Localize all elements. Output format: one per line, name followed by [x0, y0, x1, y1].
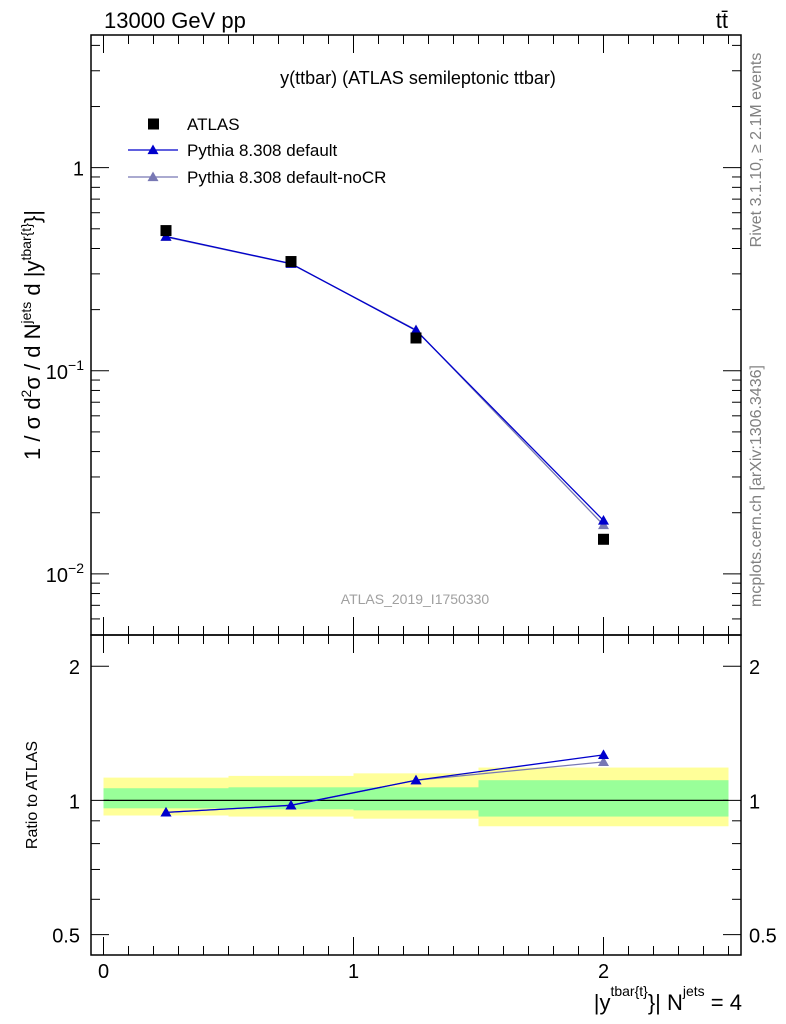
ratio-y-tick-label-right: 0.5 [749, 926, 777, 948]
mcplots-label: mcplots.cern.ch [arXiv:1306.3436] [748, 365, 765, 607]
ratio-band-green [103, 788, 229, 809]
ratio-y-tick-label-left: 0.5 [52, 926, 80, 948]
header-energy-label: 13000 GeV pp [104, 8, 246, 33]
ratio-y-tick-label-right: 2 [749, 657, 760, 679]
ratio-series [160, 749, 609, 817]
main-title: y(ttbar) (ATLAS semileptonic ttbar) [280, 68, 556, 88]
atlas-data-point [598, 533, 609, 545]
series-point-default [598, 515, 609, 525]
atlas-data-point [285, 256, 297, 268]
ratio-axis-ticks [91, 635, 741, 955]
series-point-default [410, 324, 422, 335]
x-axis-label: |ytbar{t}}| Njets = 4 [594, 983, 742, 1015]
main-panel: y(ttbar) (ATLAS semileptonic ttbar) ATLA… [18, 34, 742, 636]
legend-marker-atlas [148, 118, 159, 130]
main-axis-ticks [91, 35, 741, 636]
main-y-tick-label: 1 [73, 159, 84, 181]
ratio-band-green [228, 787, 354, 810]
ratio-point-nocr [598, 756, 609, 767]
ratio-point-default [285, 799, 297, 810]
legend-marker-triangle [147, 171, 159, 182]
main-series [160, 225, 609, 545]
main-y-tick-label-base: 10 [46, 362, 68, 384]
main-y-tick-label-base: 1 [73, 159, 84, 181]
ratio-point-default [598, 749, 609, 760]
analysis-watermark: ATLAS_2019_I1750330 [341, 591, 490, 607]
ratio-band-green [353, 787, 479, 811]
ratio-tick-labels: 0.5 0.5 1 1 2 2 0 1 2 [52, 657, 777, 983]
ratio-line-default [165, 754, 604, 814]
ratio-y-axis-label: Ratio to ATLAS [24, 741, 41, 849]
x-tick-label: 0 [98, 961, 109, 983]
main-y-tick-label: 10−1 [46, 357, 84, 384]
x-tick-label: 1 [348, 961, 359, 983]
x-tick-label: 2 [598, 961, 609, 983]
rivet-version-label: Rivet 3.1.10, ≥ 2.1M events [748, 53, 765, 248]
main-y-tick-label: 10−2 [46, 560, 84, 587]
ratio-panel: 0.5 0.5 1 1 2 2 0 1 2 Ratio to ATLAS [24, 634, 777, 983]
legend-label: Pythia 8.308 default-noCR [187, 168, 386, 187]
main-y-tick-label-exp: −1 [68, 357, 84, 373]
ratio-y-tick-label-left: 1 [69, 791, 80, 813]
legend-label: ATLAS [187, 115, 240, 134]
ratio-frame [90, 634, 742, 956]
atlas-data-point [410, 332, 422, 344]
legend-marker-triangle [147, 144, 159, 155]
ratio-point-default [160, 806, 172, 817]
atlas-data-point [160, 225, 172, 237]
ratio-y-tick-label-left: 2 [69, 657, 80, 679]
main-y-tick-label-exp: −2 [68, 560, 84, 576]
main-y-tick-label-base: 10 [46, 565, 68, 587]
ratio-y-tick-label-right: 1 [749, 791, 760, 813]
header-process-label: tt̄ [716, 8, 728, 33]
ratio-band-green [478, 780, 729, 817]
main-y-axis-label: 1 / σ d2σ / d Njets d |ytbar{t}}| [18, 210, 45, 460]
series-line-default [165, 235, 604, 522]
main-y-tick-labels: 110−110−2 [46, 159, 84, 587]
ratio-point-default [410, 774, 422, 785]
legend-label: Pythia 8.308 default [187, 141, 338, 160]
series-line-nocr [165, 236, 604, 526]
legend: ATLAS Pythia 8.308 default Pythia 8.308 de… [128, 115, 386, 187]
